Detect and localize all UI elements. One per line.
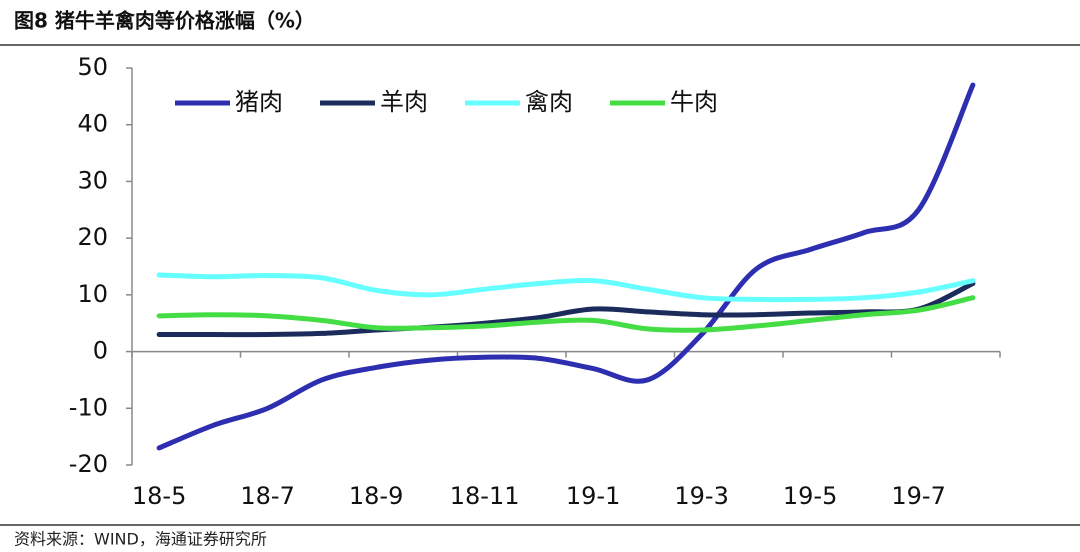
x-tick-label: 18-11 [450, 482, 520, 510]
y-tick-label: -20 [69, 450, 108, 478]
y-tick-label: -10 [69, 393, 108, 421]
x-tick-label: 18-5 [132, 482, 186, 510]
source: 资料来源：WIND，海通证券研究所 [14, 530, 267, 549]
x-tick-label: 19-7 [891, 482, 945, 510]
legend-label: 猪肉 [235, 88, 283, 116]
legend-label: 牛肉 [670, 88, 718, 116]
series-line [156, 82, 976, 451]
y-tick-label: 40 [77, 110, 108, 138]
series-line [156, 272, 976, 303]
y-tick-label: 0 [93, 337, 108, 365]
x-tick-label: 19-1 [566, 482, 620, 510]
x-tick-label: 19-3 [674, 482, 728, 510]
legend-label: 禽肉 [525, 88, 573, 116]
series-line [156, 281, 976, 338]
legend-label: 羊肉 [380, 88, 428, 116]
series-line [156, 295, 976, 333]
x-tick-label: 18-7 [240, 482, 294, 510]
y-tick-label: 10 [77, 280, 108, 308]
chart-title: 图8 猪牛羊禽肉等价格涨幅（%） [14, 9, 315, 33]
x-tick-label: 19-5 [783, 482, 837, 510]
y-tick-label: 20 [77, 223, 108, 251]
y-tick-label: 50 [77, 53, 108, 81]
y-tick-label: 30 [77, 166, 108, 194]
x-tick-label: 18-9 [349, 482, 403, 510]
